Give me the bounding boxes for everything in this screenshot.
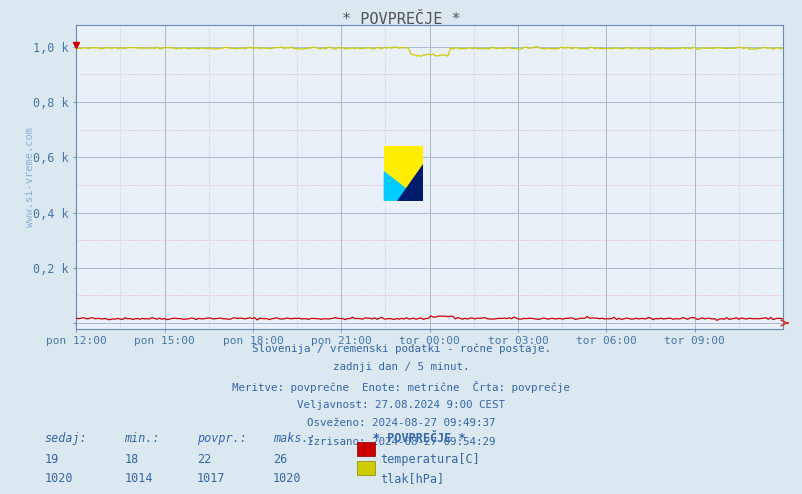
Text: 1017: 1017 [196,472,225,485]
Text: tlak[hPa]: tlak[hPa] [379,472,444,485]
Text: Meritve: povprečne  Enote: metrične  Črta: povprečje: Meritve: povprečne Enote: metrične Črta:… [233,381,569,393]
Text: zadnji dan / 5 minut.: zadnji dan / 5 minut. [333,362,469,372]
Text: 19: 19 [44,453,59,466]
Text: 22: 22 [196,453,211,466]
Text: 1014: 1014 [124,472,152,485]
Text: * POVPREČJE *: * POVPREČJE * [373,432,465,445]
Text: 1020: 1020 [44,472,72,485]
Text: 18: 18 [124,453,139,466]
Text: temperatura[C]: temperatura[C] [379,453,479,466]
Text: Osveženo: 2024-08-27 09:49:37: Osveženo: 2024-08-27 09:49:37 [307,418,495,428]
Polygon shape [383,171,422,201]
Text: www.si-vreme.com: www.si-vreme.com [26,126,35,227]
Text: povpr.:: povpr.: [196,432,246,445]
Text: Veljavnost: 27.08.2024 9:00 CEST: Veljavnost: 27.08.2024 9:00 CEST [297,400,505,410]
Text: maks.:: maks.: [273,432,315,445]
Text: 1020: 1020 [273,472,301,485]
Polygon shape [397,164,422,201]
Text: 26: 26 [273,453,287,466]
Text: Izrisano: 2024-08-27 09:54:29: Izrisano: 2024-08-27 09:54:29 [307,437,495,447]
Text: min.:: min.: [124,432,160,445]
Text: sedaj:: sedaj: [44,432,87,445]
Text: Slovenija / vremenski podatki - ročne postaje.: Slovenija / vremenski podatki - ročne po… [252,343,550,354]
Text: * POVPREČJE *: * POVPREČJE * [342,12,460,27]
Bar [383,146,422,201]
